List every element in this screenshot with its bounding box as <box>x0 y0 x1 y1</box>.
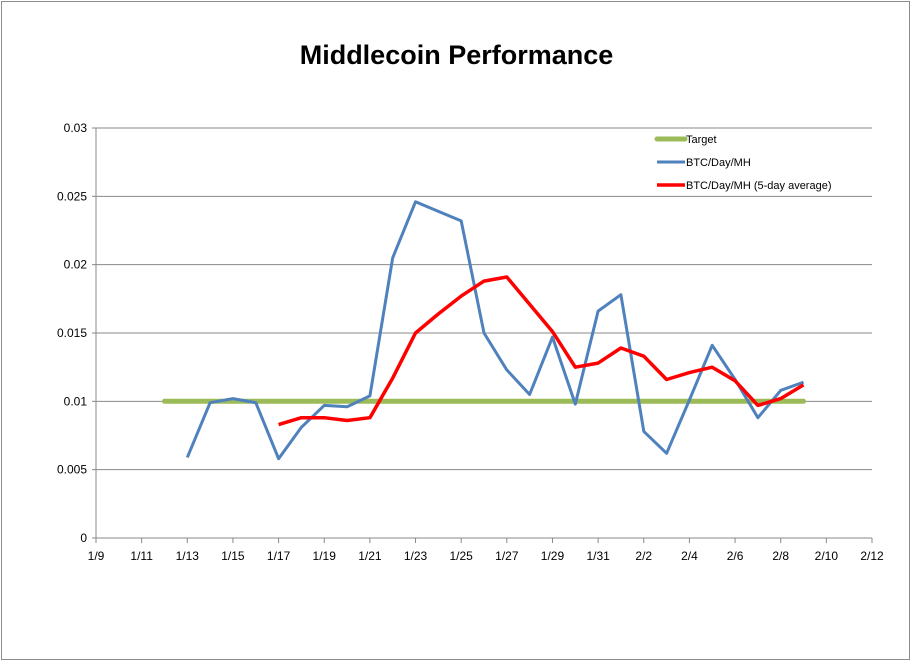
legend-label: Target <box>686 134 717 146</box>
x-tick-label: 2/6 <box>727 549 744 563</box>
y-tick-label: 0.025 <box>57 189 87 203</box>
x-tick-label: 2/8 <box>772 549 789 563</box>
x-tick-label: 2/2 <box>635 549 652 563</box>
x-tick-label: 1/11 <box>130 549 153 563</box>
series-line-2 <box>185 200 805 461</box>
x-tick-label: 1/25 <box>449 549 473 563</box>
x-tick-label: 1/13 <box>176 549 200 563</box>
x-tick-label: 2/12 <box>860 549 884 563</box>
series-lines <box>162 200 806 461</box>
legend-label: BTC/Day/MH (5-day average) <box>686 180 832 192</box>
y-tick-label: 0.01 <box>64 394 88 408</box>
x-tick-label: 1/9 <box>88 549 105 563</box>
y-tick-label: 0.03 <box>64 121 88 135</box>
x-tick-label: 1/27 <box>495 549 519 563</box>
x-tick-label: 1/19 <box>313 549 337 563</box>
x-tick-label: 2/10 <box>815 549 839 563</box>
x-axis-ticks: 1/9 1/11 1/13 1/15 1/17 1/19 1/21 1/23 1/25 1/27 1… <box>88 538 884 563</box>
x-tick-label: 1/29 <box>541 549 565 563</box>
x-tick-label: 1/15 <box>221 549 245 563</box>
chart-title: Middlecoin Performance <box>299 40 614 70</box>
x-tick-label: 1/23 <box>404 549 428 563</box>
x-tick-label: 1/21 <box>358 549 382 563</box>
legend-label: BTC/Day/MH <box>686 157 751 169</box>
y-tick-label: 0 <box>80 531 87 545</box>
y-tick-label: 0.015 <box>57 326 87 340</box>
y-axis-ticks: 0 0.005 0.01 0.015 0.02 0.025 0.03 <box>57 121 96 545</box>
y-tick-label: 0.005 <box>57 463 87 477</box>
x-tick-label: 2/4 <box>681 549 698 563</box>
x-tick-label: 1/17 <box>267 549 291 563</box>
legend: Target BTC/Day/MH BTC/Day/MH (5-day averag… <box>654 134 832 192</box>
y-tick-label: 0.02 <box>64 258 88 272</box>
x-tick-label: 1/31 <box>586 549 610 563</box>
series-line-3 <box>278 275 805 427</box>
